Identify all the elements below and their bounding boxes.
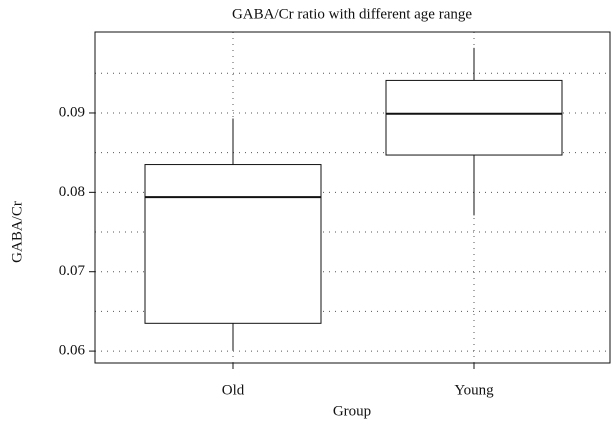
y-tick-label: 0.08 bbox=[59, 184, 85, 200]
plot-frame bbox=[94, 31, 611, 364]
y-tick-label: 0.09 bbox=[59, 104, 85, 120]
y-tick-label: 0.06 bbox=[59, 343, 86, 359]
y-tick-label: 0.07 bbox=[59, 263, 86, 279]
box bbox=[385, 79, 563, 156]
x-axis-label: Group bbox=[333, 403, 371, 419]
x-tick-label: Young bbox=[454, 382, 494, 398]
x-tick-label: Old bbox=[222, 382, 245, 398]
box bbox=[144, 164, 322, 324]
y-axis-label: GABA/Cr bbox=[9, 201, 25, 263]
chart-title: GABA/Cr ratio with different age range bbox=[232, 6, 472, 22]
